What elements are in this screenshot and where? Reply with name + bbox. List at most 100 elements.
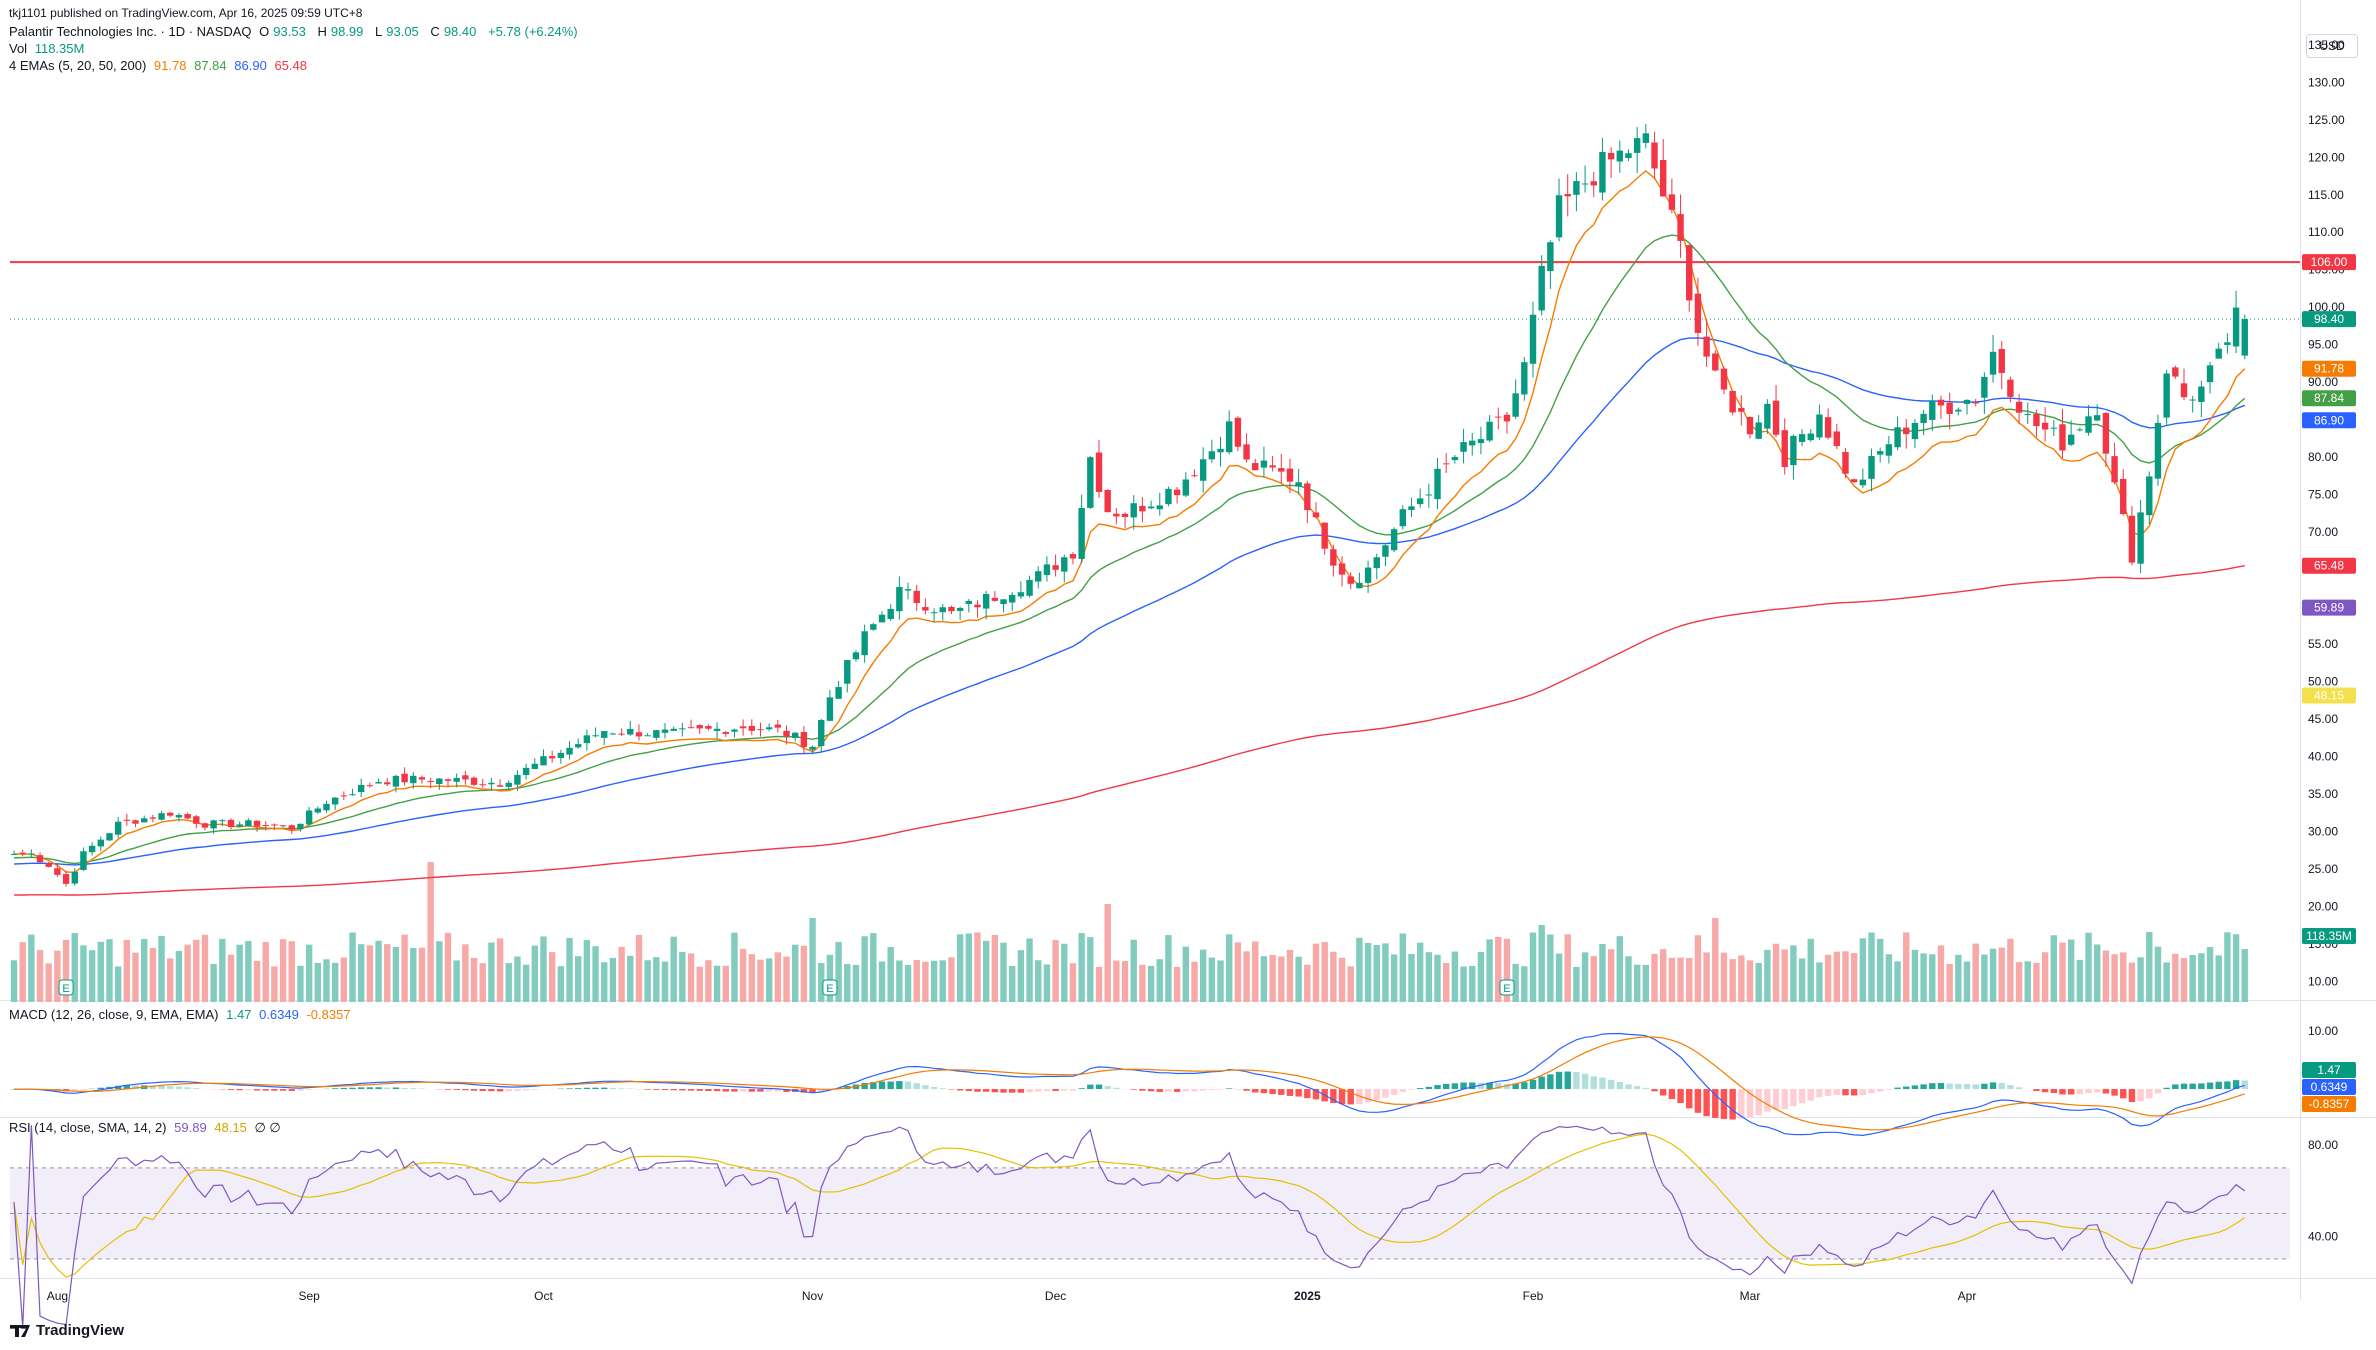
symbol-legend[interactable]: Palantir Technologies Inc. · 1D · NASDAQ…	[9, 24, 578, 39]
volume-bar	[661, 961, 669, 1002]
candle	[1885, 435, 1893, 464]
volume-bar	[1824, 954, 1832, 1002]
macd-hist-bar	[1304, 1089, 1311, 1099]
candle-body	[1243, 444, 1250, 460]
candle	[2172, 365, 2179, 379]
volume-bar	[444, 932, 452, 1002]
macd-hist-bar	[1486, 1082, 1493, 1090]
candle-body	[765, 727, 773, 730]
volume-bar	[141, 939, 148, 1002]
candle-body	[1703, 336, 1710, 357]
candle-body	[384, 782, 391, 785]
candle-body	[1043, 564, 1051, 576]
candle-body	[653, 730, 660, 738]
candle-body	[1382, 545, 1389, 557]
macd-hist-bar	[1182, 1089, 1189, 1092]
candle	[175, 812, 183, 822]
macd-hist-bar	[1703, 1089, 1710, 1117]
volume-bar	[149, 947, 157, 1002]
candle-body	[1547, 242, 1554, 272]
candle	[1460, 428, 1467, 464]
candle	[418, 775, 426, 784]
volume-bar	[1885, 954, 1893, 1002]
candle	[1408, 497, 1415, 517]
earnings-marker: E	[822, 979, 838, 996]
volume-bar	[1416, 942, 1424, 1002]
candle-body	[2137, 512, 2144, 564]
candle	[2128, 505, 2136, 566]
volume-bar	[1573, 966, 1580, 1002]
tradingview-logo[interactable]: TradingView	[10, 1322, 124, 1339]
candle	[1755, 415, 1762, 440]
candle	[1616, 140, 1623, 173]
macd-hist-bar	[1929, 1083, 1936, 1090]
candle-body	[679, 728, 686, 730]
volume-bar	[548, 952, 556, 1002]
candle-body	[1555, 195, 1563, 238]
candle-body	[1165, 488, 1172, 505]
candle-body	[253, 820, 261, 827]
macd-hist-bar	[1364, 1089, 1372, 1103]
macd-hist-bar	[2059, 1089, 2066, 1095]
macd-hist-bar	[956, 1089, 964, 1091]
candle-body	[141, 818, 148, 823]
candle-body	[2015, 401, 2023, 413]
volume-bar	[1390, 954, 1398, 1002]
candle	[835, 680, 842, 700]
macd-hist-bar	[1607, 1079, 1615, 1090]
rsi-ma-tag: 48.15	[2302, 687, 2356, 704]
candle	[1547, 240, 1554, 289]
candle-body	[1694, 293, 1702, 333]
macd-hist-bar	[1000, 1089, 1007, 1093]
earnings-label: E	[1503, 983, 1510, 995]
candle-body	[1416, 498, 1424, 505]
volume-bar	[2232, 934, 2240, 1002]
macd-hist-bar	[1382, 1089, 1389, 1098]
rsi-tick-label: 40.00	[2308, 1229, 2338, 1243]
time-axis-label: Mar	[1740, 1289, 1761, 1303]
candle-body	[1790, 435, 1797, 466]
volume-bar	[1399, 933, 1406, 1002]
candle	[696, 724, 703, 734]
macd-hist-bar	[297, 1089, 304, 1091]
volume-bar	[1425, 952, 1433, 1002]
volume-bar	[1486, 939, 1493, 1002]
rsi-value: 59.89	[174, 1120, 207, 1135]
macd-hist-bar	[2180, 1083, 2188, 1090]
candle-body	[1512, 393, 1519, 417]
candle	[1998, 341, 2005, 390]
candle	[1425, 483, 1433, 508]
candle	[1061, 554, 1068, 583]
candle	[1981, 372, 1988, 414]
candle	[2241, 314, 2248, 360]
macd-hist-bar	[123, 1085, 131, 1090]
close-value: 98.40	[443, 24, 477, 39]
macd-hist-bar	[2206, 1082, 2214, 1090]
candle	[1199, 447, 1207, 493]
candle	[826, 690, 834, 722]
volume-bar	[1929, 954, 1936, 1002]
volume-bar	[1278, 956, 1285, 1002]
currency-button[interactable]: USD	[2306, 34, 2358, 58]
macd-value: 0.6349	[259, 1007, 299, 1022]
candle-body	[1720, 368, 1728, 390]
price-tick-label: 35.00	[2308, 787, 2338, 801]
macd-legend[interactable]: MACD (12, 26, close, 9, EMA, EMA) 1.47 0…	[9, 1007, 351, 1022]
candle-body	[974, 604, 981, 608]
volume-bar	[1790, 945, 1797, 1002]
candle-body	[792, 732, 799, 738]
signal-tag-bg	[2302, 1096, 2356, 1112]
candle	[956, 606, 964, 620]
candle-body	[479, 784, 486, 786]
volume-bar	[80, 945, 87, 1002]
volume-bar	[410, 947, 417, 1002]
volume-bar	[384, 944, 391, 1002]
volume-bar	[1156, 959, 1163, 1002]
macd-hist-value: 1.47	[226, 1007, 252, 1022]
ema5-line	[13, 170, 2246, 874]
rsi-legend[interactable]: RSI (14, close, SMA, 14, 2) 59.89 48.15 …	[9, 1120, 281, 1135]
macd-hist-bar	[1390, 1089, 1398, 1095]
ema-legend[interactable]: 4 EMAs (5, 20, 50, 200) 91.78 87.84 86.9…	[9, 58, 307, 73]
volume-legend[interactable]: Vol 118.35M	[9, 41, 85, 56]
